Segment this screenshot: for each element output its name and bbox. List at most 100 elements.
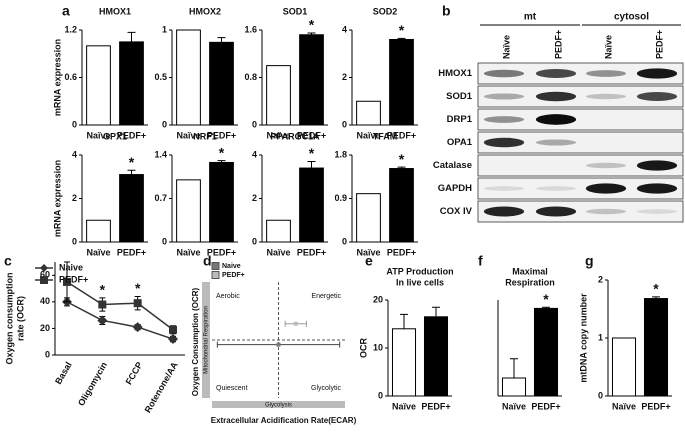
error-bar	[400, 313, 408, 329]
point	[169, 325, 177, 334]
x-band	[212, 401, 345, 408]
bar	[391, 328, 417, 397]
error-bar	[542, 306, 550, 309]
blot-strip	[477, 62, 684, 85]
point	[132, 322, 143, 333]
quadrant-label: Quiescent	[216, 385, 248, 392]
y-tick-label: 0	[378, 390, 383, 400]
significance: *	[135, 280, 141, 296]
band	[636, 209, 678, 214]
panel-letter: g	[585, 253, 594, 269]
y-tick-label: 1.2	[64, 24, 77, 34]
y-tick-label: 20	[373, 294, 383, 304]
band	[483, 206, 525, 217]
chart-title: Respiration	[505, 277, 555, 287]
x-tick-label: Rotenone/AA	[143, 360, 180, 415]
series-line	[66, 281, 174, 331]
y-tick-label: 0	[598, 390, 603, 400]
x-tick-label: PEDF+	[117, 247, 146, 257]
y-tick-label: 1	[162, 24, 167, 34]
blot-strip	[477, 108, 684, 131]
x-tick-label: PEDF+	[387, 130, 416, 140]
bar	[299, 167, 324, 243]
y-band	[202, 282, 210, 398]
legend-marker	[211, 262, 220, 270]
protein-label: SOD1	[446, 91, 473, 102]
significance: *	[129, 154, 135, 170]
y-tick-label: 0.8	[244, 72, 257, 82]
x-tick-label: Naïve	[356, 247, 380, 257]
y-tick-label: 0.9	[334, 193, 347, 203]
protein-label: DRP1	[447, 114, 473, 125]
error-bar	[217, 160, 226, 163]
x-tick-label: Naïve	[176, 247, 200, 257]
bar	[389, 168, 414, 243]
chart-title: SOD2	[373, 6, 398, 16]
error-bar	[217, 37, 226, 43]
bar	[299, 34, 324, 126]
y-tick-label: 4	[342, 24, 347, 34]
significance: *	[309, 145, 315, 161]
x-tick-label: PEDF+	[297, 130, 326, 140]
panel-letter: a	[62, 3, 70, 19]
bar	[356, 100, 381, 126]
x-tick-label: Oligomycin	[76, 360, 109, 407]
legend-label: Naive	[59, 262, 83, 272]
band	[483, 116, 525, 123]
y-tick-label: 1	[598, 332, 603, 342]
chart-title: ATP Production	[386, 266, 453, 276]
significance: *	[399, 151, 405, 167]
error-bar	[397, 166, 406, 169]
x-axis-label: Extracellular Acidification Rate(ECAR)	[211, 416, 357, 425]
legend-label: PEDF+	[222, 272, 245, 279]
band	[585, 183, 627, 194]
legend-marker	[40, 276, 48, 284]
y-tick-label: 60	[40, 270, 50, 280]
x-tick-label: PEDF+	[531, 401, 560, 411]
x-tick-label: PEDF+	[421, 401, 450, 411]
group-label: mt	[524, 12, 537, 23]
bar	[501, 377, 527, 397]
x-tick-label: Naïve	[86, 130, 110, 140]
blot-strip	[477, 131, 684, 154]
bar	[209, 161, 234, 243]
group-label: cytosol	[614, 12, 649, 23]
error-bar	[652, 296, 660, 299]
y-tick-label: 2	[72, 193, 77, 203]
bar	[119, 41, 144, 126]
x-tick-label: Naïve	[356, 130, 380, 140]
quadrant-label: Glycolytic	[311, 385, 341, 392]
bar	[176, 179, 201, 243]
y-tick-label: 0.7	[154, 193, 167, 203]
band	[483, 69, 525, 78]
bar	[356, 193, 381, 243]
panel-letter: b	[442, 3, 451, 19]
x-tick-label: PEDF+	[207, 247, 236, 257]
band	[535, 139, 577, 146]
significance: *	[100, 282, 106, 298]
panel-letter: f	[478, 253, 483, 269]
band	[535, 69, 577, 78]
y-axis-label: rate (OCR)	[15, 296, 25, 341]
quadrant-label: Aerobic	[216, 293, 240, 300]
y-axis-label: mtDNA copy number	[578, 293, 588, 383]
blot-strip	[477, 154, 684, 177]
protein-label: Catalase	[433, 160, 472, 171]
error-bar	[510, 358, 518, 378]
y-band-label: Mitochondrial Respiration	[204, 306, 210, 374]
lane-label: PEDF+	[553, 30, 563, 59]
y-tick-label: 2	[252, 193, 257, 203]
y-tick-label: 1.6	[244, 24, 257, 34]
significance: *	[653, 281, 659, 297]
y-tick-label: 0	[45, 349, 50, 359]
band	[483, 186, 525, 191]
x-tick-label: Naïve	[266, 247, 290, 257]
y-tick-label: 0	[252, 119, 257, 129]
legend-label: Naive	[222, 263, 241, 270]
significance: *	[219, 144, 225, 160]
x-tick-label: FCCP	[124, 360, 145, 386]
legend-marker	[211, 271, 220, 279]
x-tick-label: Naïve	[502, 401, 526, 411]
significance: *	[309, 17, 315, 33]
bar	[611, 337, 637, 397]
